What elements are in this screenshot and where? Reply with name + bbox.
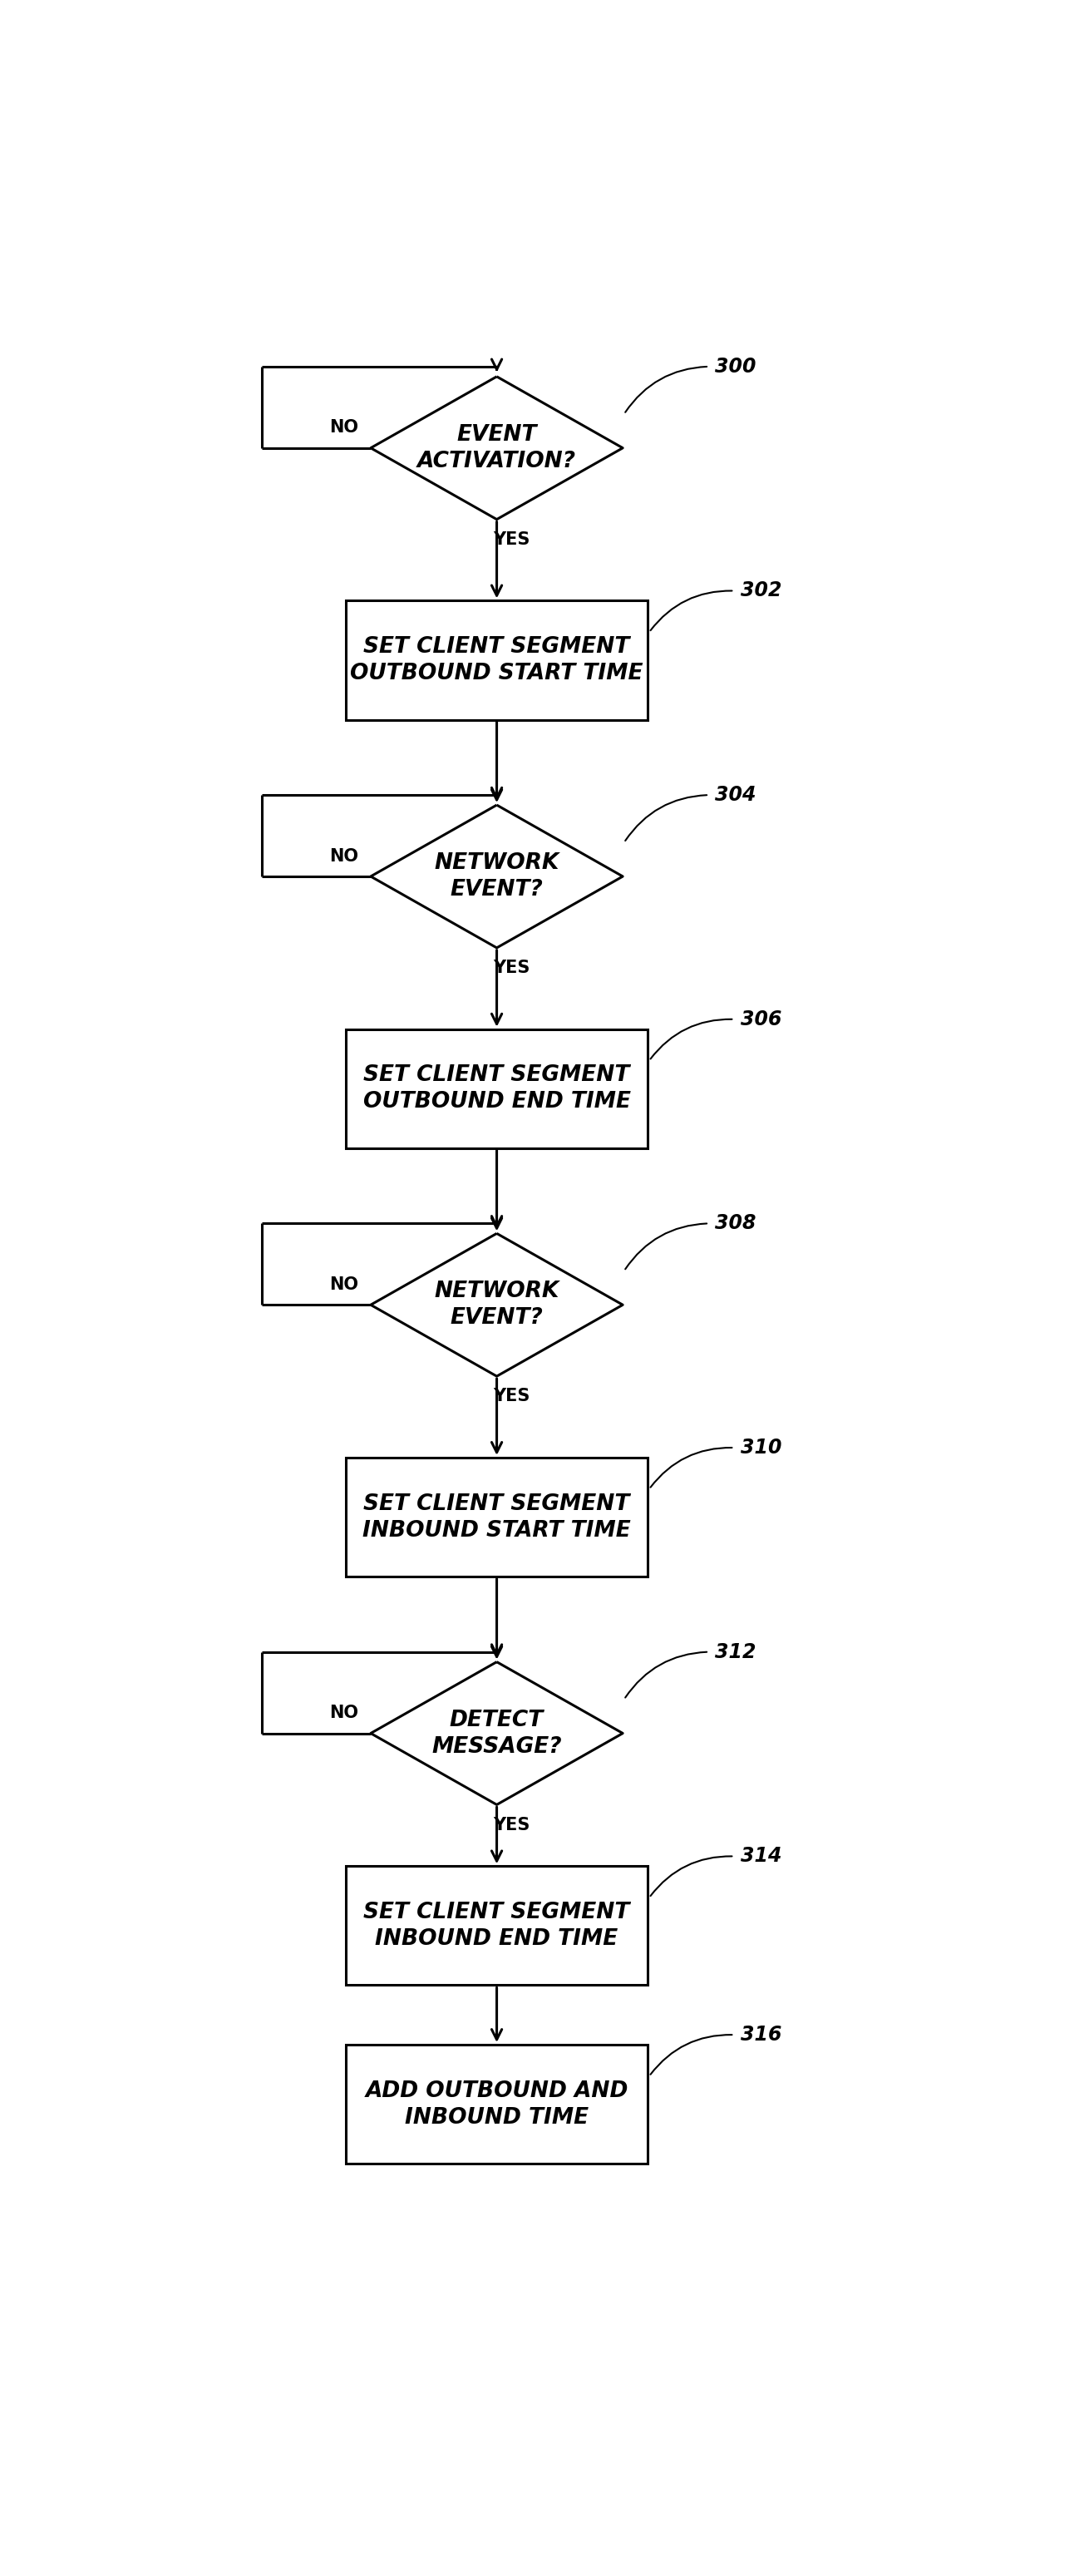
Text: YES: YES xyxy=(493,1388,530,1404)
Bar xyxy=(346,1030,648,1149)
Text: SET CLIENT SEGMENT
OUTBOUND END TIME: SET CLIENT SEGMENT OUTBOUND END TIME xyxy=(363,1064,631,1113)
Bar xyxy=(346,1865,648,1986)
Text: 314: 314 xyxy=(740,1847,782,1865)
Text: NO: NO xyxy=(330,420,358,435)
Text: NETWORK
EVENT?: NETWORK EVENT? xyxy=(435,853,559,902)
Text: SET CLIENT SEGMENT
INBOUND END TIME: SET CLIENT SEGMENT INBOUND END TIME xyxy=(363,1901,630,1950)
Text: 300: 300 xyxy=(715,355,757,376)
Text: SET CLIENT SEGMENT
INBOUND START TIME: SET CLIENT SEGMENT INBOUND START TIME xyxy=(362,1494,631,1540)
Text: YES: YES xyxy=(493,961,530,976)
Text: 310: 310 xyxy=(740,1437,782,1458)
Bar xyxy=(346,1458,648,1577)
Text: DETECT
MESSAGE?: DETECT MESSAGE? xyxy=(431,1708,562,1757)
Text: NETWORK
EVENT?: NETWORK EVENT? xyxy=(435,1280,559,1329)
Bar xyxy=(346,600,648,719)
Text: YES: YES xyxy=(493,1816,530,1834)
Text: 304: 304 xyxy=(715,786,757,806)
Text: ADD OUTBOUND AND
INBOUND TIME: ADD OUTBOUND AND INBOUND TIME xyxy=(365,2079,629,2128)
Text: 306: 306 xyxy=(740,1010,782,1030)
Text: 312: 312 xyxy=(715,1641,757,1662)
Text: 302: 302 xyxy=(740,580,782,600)
Text: NO: NO xyxy=(330,1275,358,1293)
Text: 316: 316 xyxy=(740,2025,782,2045)
Text: SET CLIENT SEGMENT
OUTBOUND START TIME: SET CLIENT SEGMENT OUTBOUND START TIME xyxy=(350,636,643,685)
Text: 308: 308 xyxy=(715,1213,757,1234)
Bar xyxy=(346,2045,648,2164)
Text: NO: NO xyxy=(330,848,358,866)
Text: EVENT
ACTIVATION?: EVENT ACTIVATION? xyxy=(417,425,576,471)
Text: NO: NO xyxy=(330,1705,358,1721)
Text: YES: YES xyxy=(493,531,530,549)
